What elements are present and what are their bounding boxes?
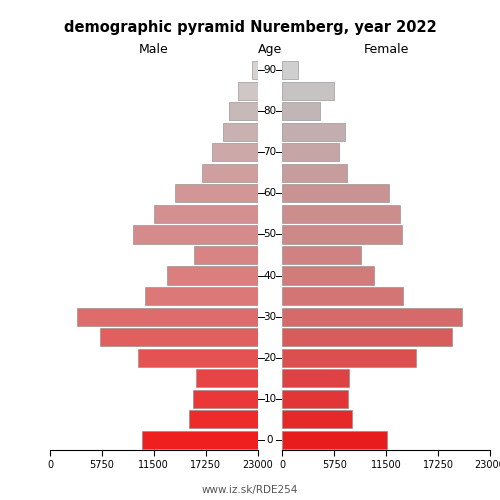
Bar — [189, 410, 258, 428]
Bar — [196, 369, 258, 387]
Text: demographic pyramid Nuremberg, year 2022: demographic pyramid Nuremberg, year 2022 — [64, 20, 436, 35]
Bar — [282, 348, 416, 366]
Bar — [100, 328, 258, 346]
Bar — [142, 430, 258, 449]
Bar — [282, 266, 374, 284]
Bar — [282, 246, 361, 264]
Bar — [282, 144, 340, 162]
Bar — [238, 82, 258, 100]
Text: 10: 10 — [264, 394, 276, 404]
Bar — [202, 164, 258, 182]
Bar — [282, 164, 348, 182]
Bar — [154, 205, 258, 223]
Text: 90: 90 — [264, 66, 276, 76]
Text: Female: Female — [364, 43, 409, 56]
Bar — [194, 246, 258, 264]
Bar — [224, 123, 258, 141]
Bar — [282, 369, 349, 387]
Bar — [282, 205, 400, 223]
Text: 20: 20 — [264, 352, 276, 362]
Bar — [282, 328, 452, 346]
Text: 40: 40 — [264, 270, 276, 280]
Bar — [282, 102, 321, 120]
Bar — [168, 266, 258, 284]
Bar — [77, 308, 258, 326]
Bar — [282, 410, 352, 428]
Text: 30: 30 — [264, 312, 276, 322]
Bar — [252, 61, 258, 80]
Text: 50: 50 — [264, 230, 276, 239]
Text: 60: 60 — [264, 188, 276, 198]
Bar — [282, 308, 462, 326]
Bar — [282, 184, 389, 202]
Bar — [282, 287, 404, 305]
Bar — [282, 390, 348, 407]
Bar — [133, 226, 258, 244]
Bar — [282, 82, 334, 100]
Bar — [228, 102, 258, 120]
Bar — [174, 184, 258, 202]
Text: Male: Male — [139, 43, 168, 56]
Bar — [282, 61, 298, 80]
Text: 0: 0 — [267, 434, 273, 444]
Text: 70: 70 — [264, 148, 276, 158]
Bar — [138, 348, 258, 366]
Bar — [282, 430, 387, 449]
Bar — [282, 123, 344, 141]
Bar — [144, 287, 258, 305]
Text: www.iz.sk/RDE254: www.iz.sk/RDE254 — [202, 485, 298, 495]
Bar — [192, 390, 258, 407]
Bar — [212, 144, 258, 162]
Bar — [282, 226, 403, 244]
Text: Age: Age — [258, 43, 282, 56]
Text: 80: 80 — [264, 106, 276, 117]
